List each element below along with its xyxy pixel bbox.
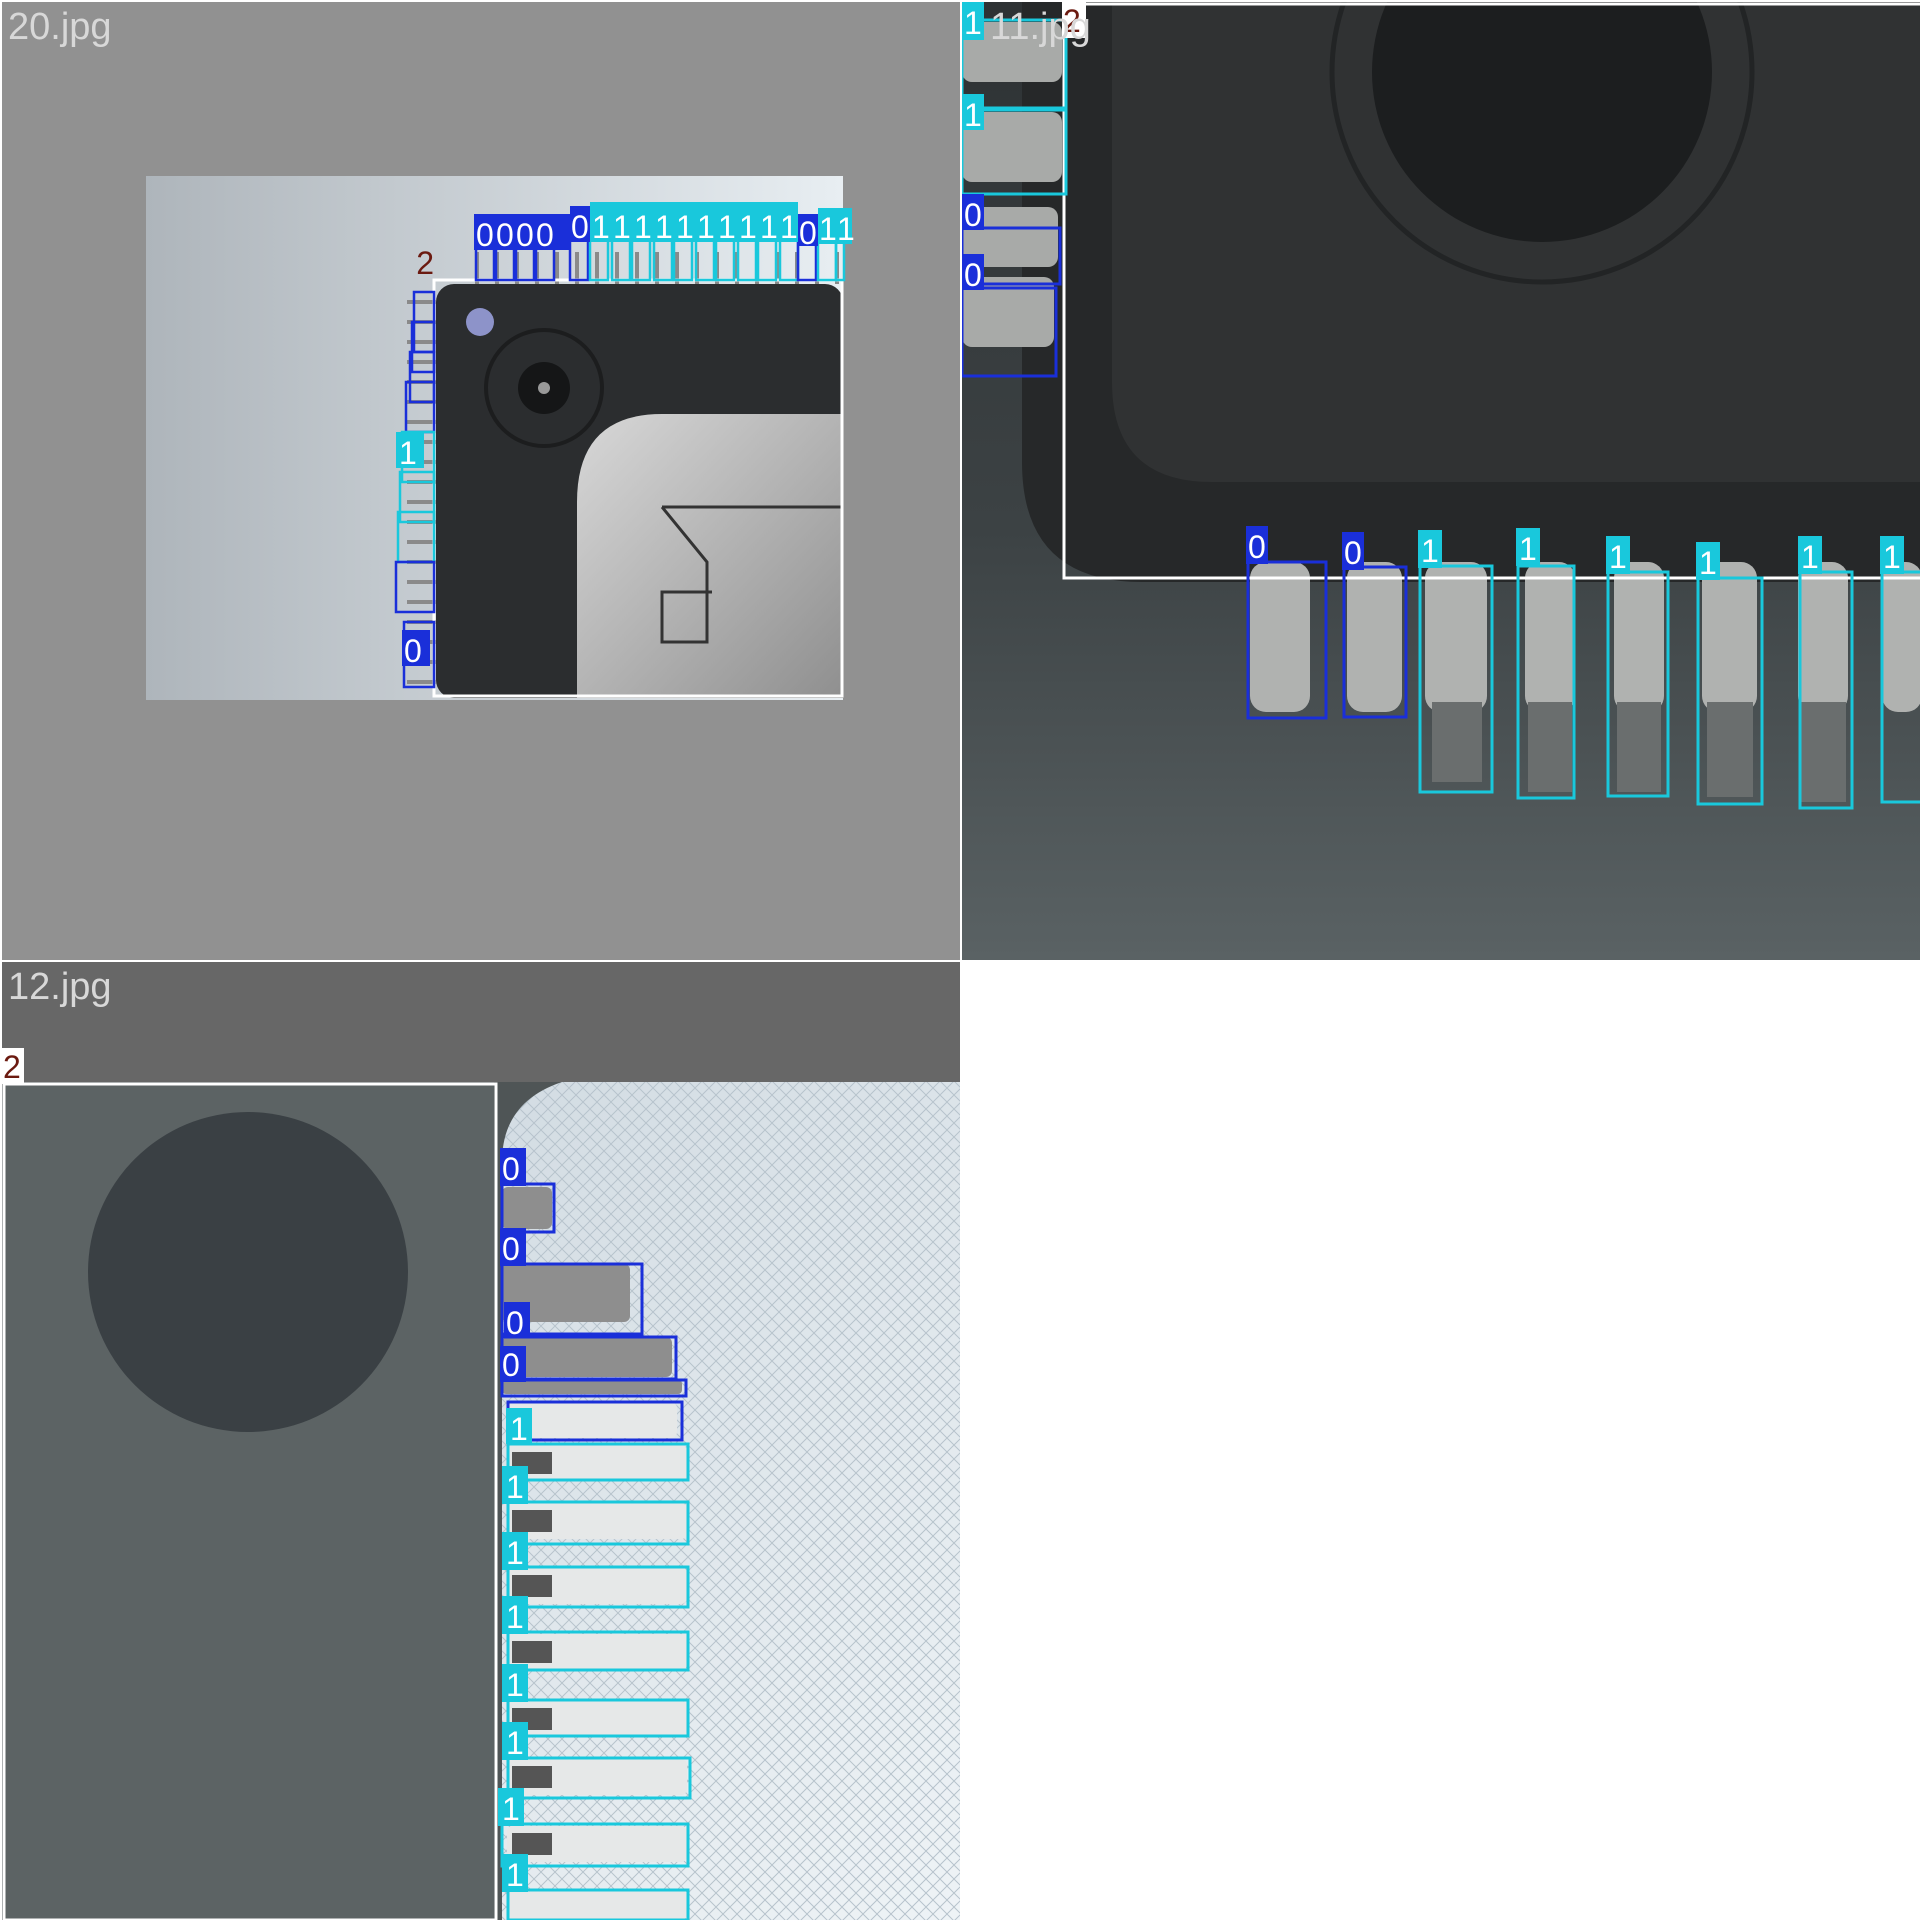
- label-1: 1: [506, 1667, 524, 1703]
- label-1: 1: [510, 1411, 528, 1447]
- label-1: 1: [964, 97, 982, 133]
- mosaic-tile-12: 2 0 0 0 0 1 1 1 1 1 1 1 1 12.: [2, 962, 960, 1920]
- tile-20-annotations: 2 0 0 0 0 0 1 1 1 1 1 1 1 1 1 1 0 1 1 1: [396, 202, 855, 669]
- tile-filename: 20.jpg: [8, 6, 112, 48]
- class-2-label: 2: [3, 1049, 21, 1085]
- label-1: 1: [1609, 539, 1627, 575]
- label-1: 1: [506, 1469, 524, 1505]
- label-0: 0: [964, 257, 982, 293]
- empty-tile: [962, 962, 1920, 1920]
- label-1: 1: [739, 209, 757, 245]
- label-1: 1: [676, 209, 694, 245]
- label-0: 0: [502, 1231, 520, 1267]
- mosaic-tile-11: 1 1 0 0 0 0 1 1 1 1 1 1 2 11.jpg: [962, 2, 1920, 960]
- label-0: 0: [1248, 529, 1266, 565]
- label-1: 1: [964, 5, 982, 41]
- label-1: 1: [697, 209, 715, 245]
- label-1: 1: [1519, 531, 1537, 567]
- label-0: 0: [536, 217, 554, 253]
- label-0: 0: [404, 633, 422, 669]
- mosaic-tile-20: 2 0 0 0 0 0 1 1 1 1 1 1 1 1 1 1 0 1 1 1: [2, 2, 960, 960]
- label-1: 1: [819, 211, 837, 247]
- label-0: 0: [799, 215, 817, 251]
- label-1: 1: [634, 209, 652, 245]
- label-1: 1: [613, 209, 631, 245]
- label-0: 0: [516, 217, 534, 253]
- label-1: 1: [718, 209, 736, 245]
- label-1: 1: [1801, 539, 1819, 575]
- tile-20-image: [2, 2, 960, 960]
- label-1: 1: [592, 209, 610, 245]
- label-1: 1: [1699, 545, 1717, 581]
- tile-11-image: [962, 2, 1920, 960]
- label-1: 1: [655, 209, 673, 245]
- label-1: 1: [506, 1725, 524, 1761]
- tile-filename: 11.jpg: [990, 6, 1091, 48]
- label-1: 1: [506, 1535, 524, 1571]
- label-0: 0: [964, 197, 982, 233]
- tile-12-image: [2, 962, 960, 1920]
- label-0: 0: [571, 209, 589, 245]
- label-0: 0: [502, 1151, 520, 1187]
- label-1: 1: [837, 211, 855, 247]
- label-0: 0: [496, 217, 514, 253]
- label-0: 0: [502, 1347, 520, 1383]
- label-1: 1: [506, 1599, 524, 1635]
- label-0: 0: [476, 217, 494, 253]
- label-0: 0: [506, 1305, 524, 1341]
- tile-filename: 12.jpg: [8, 966, 112, 1008]
- label-1: 1: [760, 209, 778, 245]
- label-1: 1: [1883, 539, 1901, 575]
- label-1: 1: [780, 209, 798, 245]
- class-2-label: 2: [1063, 3, 1081, 39]
- label-0: 0: [1344, 535, 1362, 571]
- label-1: 1: [502, 1791, 520, 1827]
- class-2-label: 2: [416, 245, 434, 281]
- tile-11-annotations: 1 1 0 0 0 0 1 1 1 1 1 1 2: [962, 2, 1904, 581]
- label-1: 1: [399, 435, 417, 471]
- tile-12-annotations: 2 0 0 0 0 1 1 1 1 1 1 1 1: [2, 1048, 532, 1893]
- label-1: 1: [1421, 533, 1439, 569]
- label-1: 1: [506, 1857, 524, 1893]
